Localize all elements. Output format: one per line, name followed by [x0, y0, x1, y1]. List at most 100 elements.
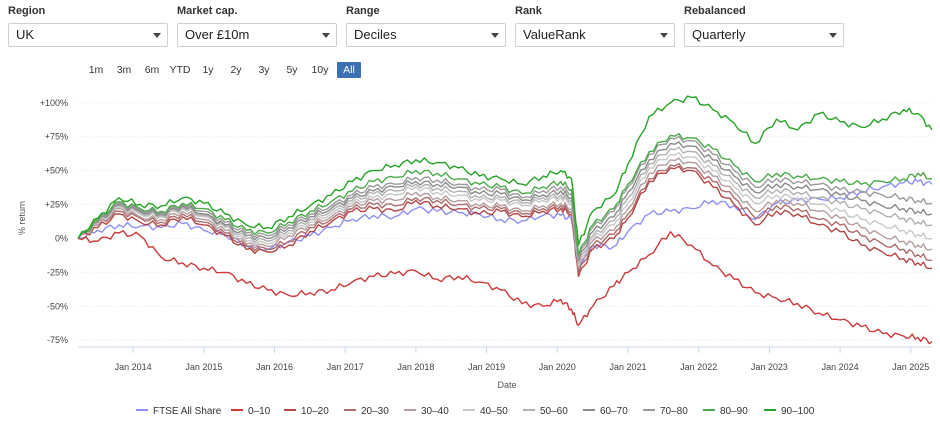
chevron-down-icon	[491, 33, 499, 38]
legend-item-70-80[interactable]: 70–80	[643, 405, 688, 419]
legend-label: 0–10	[248, 406, 271, 417]
x-tick-label: Jan 2021	[609, 362, 646, 372]
y-tick-label: +25%	[45, 200, 68, 210]
legend-swatch	[764, 409, 776, 412]
series-line-ftse-all-share[interactable]	[77, 178, 933, 267]
series-line-50-60[interactable]	[77, 146, 933, 264]
x-axis-title: Date	[497, 380, 516, 390]
range-select[interactable]: Deciles	[346, 23, 506, 47]
filter-range-label: Range	[346, 5, 380, 17]
series-line-90-100[interactable]	[77, 95, 933, 246]
series-line-10-20[interactable]	[77, 165, 933, 278]
series-line-40-50[interactable]	[77, 152, 933, 267]
series-line-30-40[interactable]	[77, 157, 933, 269]
range-button-6m[interactable]: 6m	[144, 64, 160, 76]
filter-range: Range Deciles	[346, 4, 506, 47]
chevron-down-icon	[153, 33, 161, 38]
range-button-ytd[interactable]: YTD	[169, 64, 191, 76]
x-tick-label: Jan 2017	[327, 362, 364, 372]
chart-legend: FTSE All Share 0–10 10–20 20–30 30–40 40–50 50…	[0, 405, 940, 419]
series-line-0-10[interactable]	[77, 230, 933, 345]
filter-rank: Rank ValueRank	[515, 4, 675, 47]
series-line-60-70[interactable]	[77, 141, 933, 261]
legend-swatch	[231, 409, 243, 412]
legend-item-20-30[interactable]: 20–30	[344, 405, 389, 419]
y-tick-label: +50%	[45, 166, 68, 176]
legend-item-ftse-all-share[interactable]: FTSE All Share	[136, 405, 221, 419]
legend-swatch	[463, 409, 475, 412]
x-tick-label: Jan 2025	[892, 362, 929, 372]
legend-label: 10–20	[301, 406, 329, 417]
rebalanced-select[interactable]: Quarterly	[684, 23, 844, 47]
range-button-1m[interactable]: 1m	[88, 64, 104, 76]
x-tick-label: Jan 2016	[256, 362, 293, 372]
range-select-value: Deciles	[354, 27, 397, 42]
range-button-3m[interactable]: 3m	[116, 64, 132, 76]
legend-swatch	[523, 409, 535, 412]
legend-swatch	[284, 409, 296, 412]
chevron-down-icon	[660, 33, 668, 38]
legend-item-50-60[interactable]: 50–60	[523, 405, 568, 419]
legend-label: 30–40	[421, 406, 449, 417]
filter-rebalanced: Rebalanced Quarterly	[684, 4, 844, 47]
series-lines	[77, 95, 933, 345]
y-tick-label: -75%	[47, 335, 68, 345]
x-tick-label: Jan 2020	[539, 362, 576, 372]
legend-item-10-20[interactable]: 10–20	[284, 405, 329, 419]
x-tick-label: Jan 2018	[397, 362, 434, 372]
legend-swatch	[643, 409, 655, 412]
series-line-80-90[interactable]	[77, 133, 933, 256]
filter-rank-label: Rank	[515, 5, 542, 17]
legend-label: 40–50	[480, 406, 508, 417]
y-tick-label: -25%	[47, 267, 68, 277]
range-button-5y[interactable]: 5y	[286, 64, 298, 76]
market-cap-select[interactable]: Over £10m	[177, 23, 337, 47]
filter-market-cap: Market cap. Over £10m	[177, 4, 337, 47]
range-button-10y[interactable]: 10y	[311, 64, 329, 76]
legend-item-60-70[interactable]: 60–70	[583, 405, 628, 419]
x-tick-label: Jan 2015	[185, 362, 222, 372]
region-select[interactable]: UK	[8, 23, 168, 47]
x-tick-label: Jan 2024	[822, 362, 859, 372]
x-tick-label: Jan 2019	[468, 362, 505, 372]
legend-item-90-100[interactable]: 90–100	[764, 405, 814, 419]
rank-select-value: ValueRank	[523, 27, 586, 42]
legend-item-80-90[interactable]: 80–90	[703, 405, 748, 419]
region-select-value: UK	[16, 27, 35, 42]
series-line-70-80[interactable]	[77, 135, 933, 259]
legend-item-40-50[interactable]: 40–50	[463, 405, 508, 419]
filter-market-cap-label: Market cap.	[177, 5, 238, 17]
y-tick-label: 0%	[55, 233, 68, 243]
legend-label: FTSE All Share	[153, 406, 222, 417]
rebalanced-select-value: Quarterly	[692, 27, 746, 42]
range-button-1y[interactable]: 1y	[202, 64, 214, 76]
y-tick-label: +100%	[40, 98, 68, 108]
filter-region: Region UK	[8, 4, 168, 47]
legend-swatch	[344, 409, 356, 412]
rank-select[interactable]: ValueRank	[515, 23, 675, 47]
x-tick-label: Jan 2022	[680, 362, 717, 372]
y-axis: +100% +75% +50% +25% 0% -25% -50% -75%	[40, 98, 68, 345]
legend-item-30-40[interactable]: 30–40	[404, 405, 449, 419]
series-line-20-30[interactable]	[77, 162, 933, 274]
range-button-2y[interactable]: 2y	[230, 64, 242, 76]
x-axis: Jan 2014 Jan 2015 Jan 2016 Jan 2017 Jan 2018…	[78, 346, 932, 372]
legend-label: 50–60	[540, 406, 568, 417]
market-cap-select-value: Over £10m	[185, 27, 250, 42]
legend-item-0-10[interactable]: 0–10	[231, 405, 270, 419]
legend-swatch	[703, 409, 715, 412]
y-tick-label: +75%	[45, 132, 68, 142]
range-button-all[interactable]: All	[337, 62, 361, 78]
legend-label: 90–100	[781, 406, 815, 417]
legend-swatch	[583, 409, 595, 412]
filter-bar: Region UK Market cap. Over £10m Range De…	[8, 4, 938, 48]
legend-label: 80–90	[720, 406, 748, 417]
legend-swatch	[136, 409, 148, 412]
chevron-down-icon	[322, 33, 330, 38]
legend-label: 60–70	[600, 406, 628, 417]
chevron-down-icon	[829, 33, 837, 38]
filter-rebalanced-label: Rebalanced	[684, 5, 746, 17]
legend-label: 20–30	[361, 406, 389, 417]
range-button-3y[interactable]: 3y	[258, 64, 270, 76]
